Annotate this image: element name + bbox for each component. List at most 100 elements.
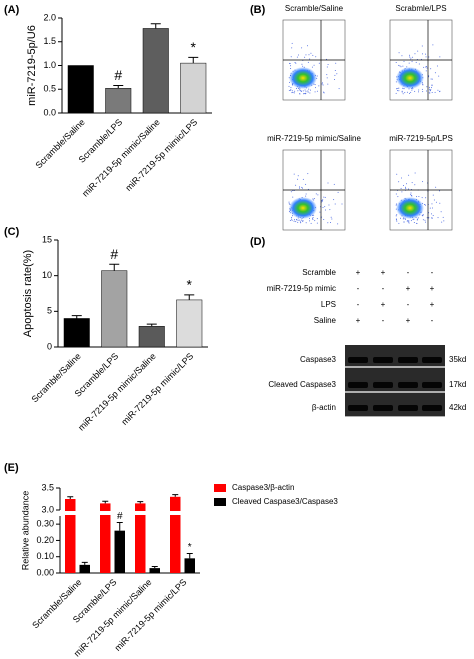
event-dot <box>410 194 412 196</box>
panel-label: (E) <box>4 462 19 474</box>
bar <box>114 530 125 573</box>
event-dot <box>318 85 320 87</box>
density <box>289 67 317 89</box>
y-axis-label: Apoptosis rate(%) <box>22 250 34 337</box>
event-dot <box>415 61 417 63</box>
event-dot <box>291 47 293 49</box>
event-dot <box>402 93 404 95</box>
event-dot <box>395 218 397 220</box>
event-dot <box>311 66 313 68</box>
event-dot <box>400 187 402 189</box>
event-dot <box>425 56 427 58</box>
band-size: 35kd <box>449 355 466 364</box>
event-dot <box>410 192 412 194</box>
event-dot <box>307 45 309 47</box>
event-dot <box>401 55 403 57</box>
event-dot <box>396 219 398 221</box>
event-dot <box>331 218 333 220</box>
event-dot <box>304 89 306 91</box>
event-dot <box>302 220 304 222</box>
event-dot <box>312 217 314 219</box>
event-dot <box>424 221 426 223</box>
bar <box>149 568 160 573</box>
condition-sign: - <box>407 268 410 277</box>
event-dot <box>439 56 441 58</box>
event-dot <box>308 54 310 56</box>
band <box>398 382 418 388</box>
event-dot <box>421 197 423 199</box>
event-dot <box>422 219 424 221</box>
event-dot <box>299 187 301 189</box>
y-tick-label: 0.00 <box>36 567 54 577</box>
event-dot <box>443 220 445 222</box>
event-dot <box>410 220 412 222</box>
event-dot <box>295 221 297 223</box>
event-dot <box>308 88 310 90</box>
event-dot <box>336 73 338 75</box>
event-dot <box>397 87 399 89</box>
y-tick-label: 0.10 <box>36 551 54 561</box>
event-dot <box>431 217 433 219</box>
event-dot <box>441 221 443 223</box>
event-dot <box>428 86 430 88</box>
bar <box>138 326 165 348</box>
event-dot <box>425 197 427 199</box>
x-tick-label: miR-7219-5p mimic/LPS <box>113 577 189 653</box>
event-dot <box>422 53 424 55</box>
event-dot <box>420 58 422 60</box>
bar <box>170 496 181 573</box>
event-dot <box>431 217 433 219</box>
event-dot <box>297 219 299 221</box>
error-bar <box>186 552 193 559</box>
condition-sign: - <box>431 316 434 325</box>
event-dot <box>428 75 430 77</box>
event-dot <box>302 90 304 92</box>
event-dot <box>395 81 397 83</box>
event-dot <box>305 90 307 92</box>
panel-label: (C) <box>4 226 20 238</box>
band <box>348 405 368 411</box>
band-label: Cleaved Caspase3 <box>268 380 336 389</box>
event-dot <box>439 202 441 204</box>
error-bar <box>150 23 161 29</box>
annotation: # <box>110 246 118 262</box>
event-dot <box>327 182 329 184</box>
event-dot <box>310 89 312 91</box>
event-dot <box>418 195 420 197</box>
event-dot <box>314 87 316 89</box>
event-dot <box>401 177 403 179</box>
event-dot <box>334 203 336 205</box>
event-dot <box>423 66 425 68</box>
event-dot <box>431 203 433 205</box>
event-dot <box>396 88 398 90</box>
bar <box>101 270 128 348</box>
event-dot <box>411 61 413 63</box>
band-label: β-actin <box>312 403 336 412</box>
event-dot <box>307 173 309 175</box>
condition-sign: + <box>381 300 386 309</box>
x-tick-label: miR-7219-5p mimic/LPS <box>119 351 195 427</box>
legend-label: Caspase3/β-actin <box>232 483 294 492</box>
event-dot <box>288 85 290 87</box>
condition-label: LPS <box>321 300 336 309</box>
event-dot <box>316 222 318 224</box>
event-dot <box>418 63 420 65</box>
event-dot <box>301 219 303 221</box>
event-dot <box>398 90 400 92</box>
event-dot <box>422 83 424 85</box>
event-dot <box>300 222 302 224</box>
plot-title: Scrabmle/LPS <box>395 4 446 13</box>
event-dot <box>324 206 326 208</box>
density <box>289 197 317 219</box>
event-dot <box>290 56 292 58</box>
band <box>348 382 368 388</box>
event-dot <box>316 218 318 220</box>
error-bar <box>184 294 195 300</box>
event-dot <box>425 53 427 55</box>
event-dot <box>407 220 409 222</box>
event-dot <box>291 92 293 94</box>
error-bar <box>116 522 123 531</box>
event-dot <box>412 56 414 58</box>
